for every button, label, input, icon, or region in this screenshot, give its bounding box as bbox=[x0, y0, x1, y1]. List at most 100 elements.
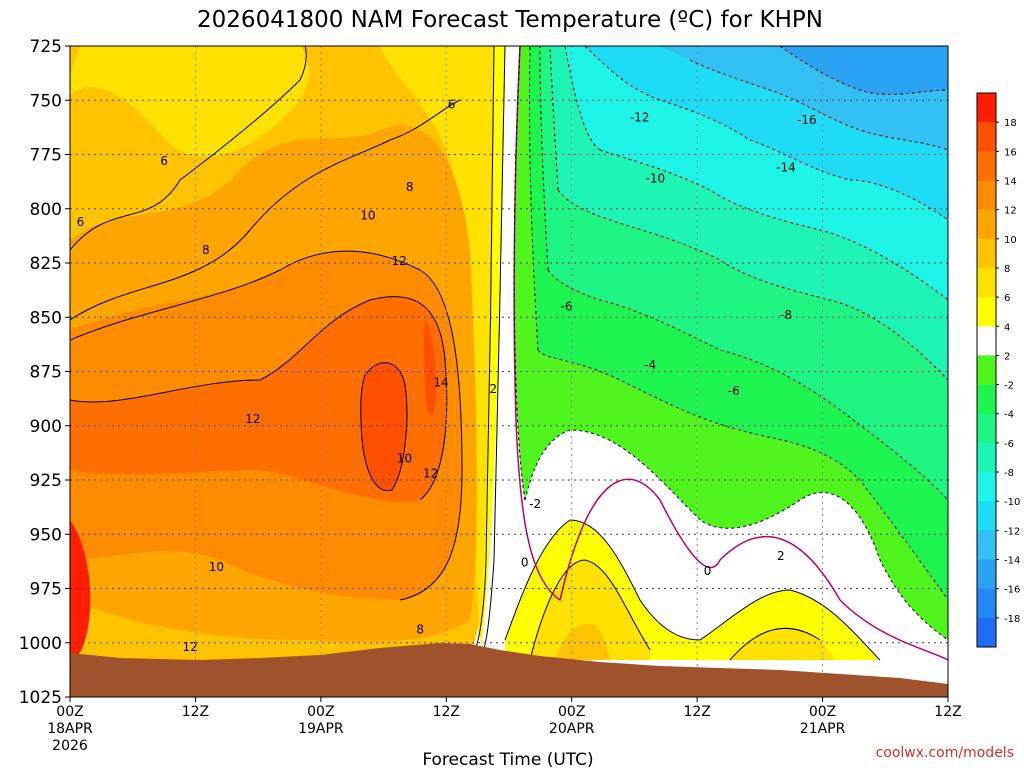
y-tick-label: 900 bbox=[30, 417, 62, 437]
colorbar-swatch bbox=[977, 209, 996, 240]
region-4-6 bbox=[70, 46, 309, 157]
contour-4 bbox=[469, 46, 495, 661]
contour-label: -16 bbox=[797, 113, 817, 127]
colorbar-tick-label: 16 bbox=[1004, 147, 1017, 158]
x-tick-label: 21APR bbox=[800, 721, 846, 737]
colorbar-tick-label: -8 bbox=[1004, 468, 1014, 479]
colorbar-tick-label: 18 bbox=[1004, 118, 1017, 129]
contour-label: -6 bbox=[561, 299, 573, 313]
contour-label: 0 bbox=[704, 564, 712, 578]
x-tick-label: 2026 bbox=[52, 738, 88, 754]
y-tick-label: 950 bbox=[30, 525, 62, 545]
contour-label: -12 bbox=[630, 111, 650, 125]
colorbar-swatch bbox=[977, 384, 996, 415]
x-tick-label: 19APR bbox=[298, 721, 344, 737]
y-axis: 725 750 775 800 825 850 875 900 925 950 975 1000 102… bbox=[19, 37, 70, 708]
region-6-8-lower bbox=[555, 623, 610, 660]
contour-neg10 bbox=[564, 46, 948, 301]
colorbar-swatch bbox=[977, 122, 996, 152]
colorbar-swatch bbox=[977, 472, 996, 502]
colorbar-tick-label: -10 bbox=[1004, 497, 1020, 508]
x-tick-label: 00Z bbox=[558, 704, 585, 720]
chart-title: 2026041800 NAM Forecast Temperature (ºC)… bbox=[197, 7, 823, 33]
contour-6 bbox=[70, 46, 307, 251]
colorbar-swatch bbox=[977, 413, 996, 444]
colorbar-swatch bbox=[977, 297, 996, 327]
colorbar-frame bbox=[976, 92, 997, 648]
colorbar-swatch bbox=[977, 326, 996, 356]
x-tick-label: 00Z bbox=[809, 704, 836, 720]
y-tick-label: 825 bbox=[30, 254, 62, 274]
contour-neg6 bbox=[539, 46, 948, 501]
contour-label: 12 bbox=[392, 254, 407, 268]
colorbar-swatch bbox=[977, 617, 996, 648]
contour-12 bbox=[70, 296, 448, 501]
colorbar-tick-label: 2 bbox=[1004, 351, 1010, 362]
contour-2 bbox=[479, 46, 506, 661]
colorbar-tick-label: -6 bbox=[1004, 439, 1014, 450]
y-tick-label: 725 bbox=[30, 37, 62, 57]
colorbar-tick-label: -4 bbox=[1004, 410, 1014, 421]
colorbar-swatch bbox=[977, 93, 996, 123]
x-tick-label: 20APR bbox=[549, 721, 595, 737]
contour-2-lower bbox=[504, 519, 881, 661]
x-tick-label: 12Z bbox=[433, 704, 460, 720]
y-tick-label: 775 bbox=[30, 146, 62, 166]
contour-10 bbox=[70, 250, 463, 601]
contour-label: 8 bbox=[416, 623, 424, 637]
colorbar-tick-label: -12 bbox=[1004, 526, 1020, 537]
y-tick-label: 1000 bbox=[19, 634, 62, 654]
contour-8 bbox=[70, 99, 461, 321]
y-tick-label: 975 bbox=[30, 580, 62, 600]
contour-neg12 bbox=[584, 46, 948, 221]
contour-neg8 bbox=[549, 46, 948, 381]
contour-label: 2 bbox=[777, 549, 785, 563]
colorbar-tick-label: 6 bbox=[1004, 293, 1010, 304]
x-axis-label: Forecast Time (UTC) bbox=[422, 750, 593, 768]
region-12-14 bbox=[70, 296, 447, 503]
contour-label: 12 bbox=[423, 466, 438, 480]
x-tick-label: 12Z bbox=[683, 704, 710, 720]
contour-label: -2 bbox=[529, 497, 541, 511]
colorbar-swatch bbox=[977, 501, 996, 531]
colorbar-tick-label: -14 bbox=[1004, 556, 1020, 567]
colorbar-swatch bbox=[977, 442, 996, 473]
contour-label: 10 bbox=[360, 208, 375, 222]
colorbar: 18 16 14 12 10 8 6 4 2 -2 -4 -6 -8 -10 -12 -14 -16 -18 bbox=[976, 92, 1020, 648]
contour-label: 8 bbox=[202, 243, 210, 257]
colorbar-tick-label: 8 bbox=[1004, 264, 1010, 275]
y-tick-label: 1025 bbox=[19, 688, 62, 708]
contour-label: 10 bbox=[209, 560, 224, 574]
contour-label: 14 bbox=[433, 375, 448, 389]
y-tick-label: 750 bbox=[30, 91, 62, 111]
colorbar-swatch bbox=[977, 559, 996, 590]
y-tick-label: 875 bbox=[30, 363, 62, 383]
x-tick-label: 00Z bbox=[307, 704, 334, 720]
contour-label: 12 bbox=[245, 412, 260, 426]
contour-label: 0 bbox=[521, 555, 529, 569]
x-tick-label: 00Z bbox=[56, 704, 83, 720]
colorbar-swatch bbox=[977, 588, 996, 619]
contour-neg2 bbox=[513, 46, 948, 641]
region-14-16 bbox=[360, 320, 437, 491]
contour-label: 10 bbox=[397, 451, 412, 465]
colorbar-swatch bbox=[977, 355, 996, 386]
colorbar-swatch bbox=[977, 267, 996, 298]
contour-neg4 bbox=[528, 46, 948, 601]
colorbar-swatch bbox=[977, 151, 996, 181]
colorbar-tick-label: 4 bbox=[1004, 322, 1010, 333]
contour-label: -4 bbox=[644, 358, 656, 372]
contour-neg16 bbox=[779, 46, 948, 95]
colorbar-tick-label: 12 bbox=[1004, 206, 1017, 217]
contour-label: 6 bbox=[160, 154, 168, 168]
terrain bbox=[70, 643, 948, 697]
region-4-6-lower bbox=[530, 560, 835, 660]
credit-text: coolwx.com/models bbox=[876, 745, 1014, 761]
x-tick-label: 12Z bbox=[182, 704, 209, 720]
colorbar-tick-label: 14 bbox=[1004, 176, 1017, 187]
colorbar-swatch bbox=[977, 530, 996, 561]
region-16-18 bbox=[70, 520, 91, 660]
contour-label: -10 bbox=[646, 171, 666, 185]
